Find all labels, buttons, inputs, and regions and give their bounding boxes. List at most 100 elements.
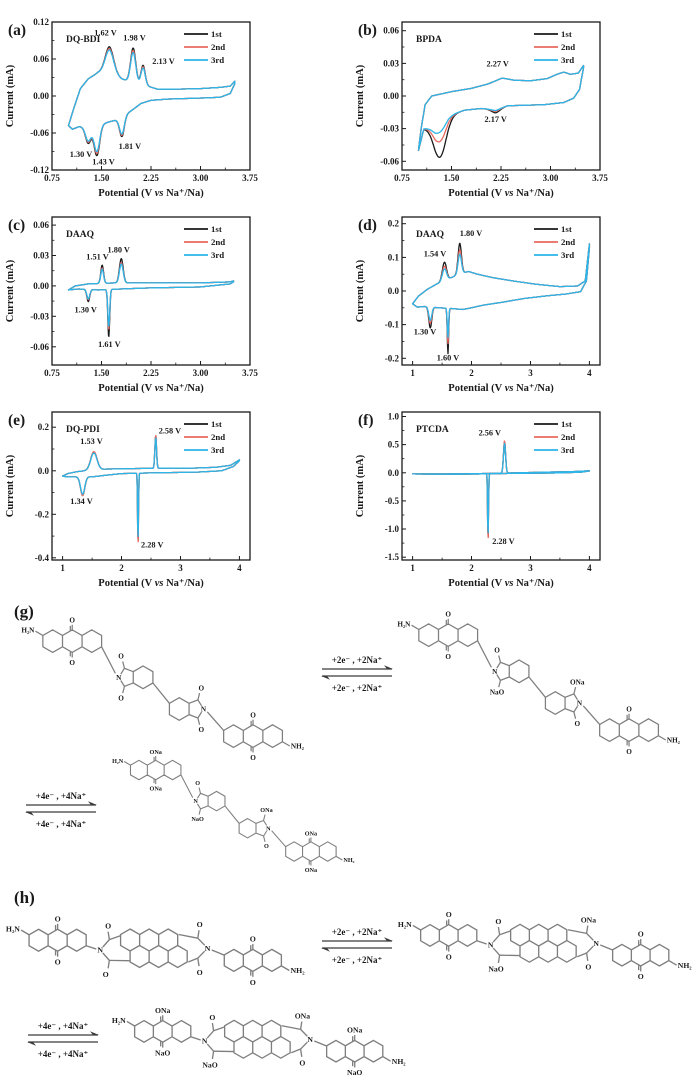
y-tick-label: -0.03 [30, 311, 49, 321]
panel-letter: (e) [8, 412, 25, 429]
ring-bonds [133, 666, 153, 689]
y-tick-label: 0.06 [33, 54, 49, 64]
atom-label: H₂N [397, 621, 411, 629]
peak-annotation: 1.34 V [70, 497, 92, 506]
peak-annotation: 2.27 V [486, 60, 508, 69]
ring-bonds [327, 1040, 383, 1062]
atom-label: O [250, 978, 256, 987]
x-tick-label: 4 [587, 368, 592, 378]
legend-label: 3rd [211, 250, 224, 260]
atom-label: N [97, 946, 103, 955]
legend-label: 1st [561, 419, 572, 429]
x-tick-label: 1.50 [94, 368, 110, 378]
cv-curve-1st [413, 442, 590, 537]
atom-label: NH₂ [667, 737, 680, 745]
y-tick-label: -0.1 [385, 320, 400, 330]
x-axis-title: Potential (V vs Na⁺/Na) [448, 578, 554, 589]
x-tick-label: 2 [469, 368, 474, 378]
atom-label: N [593, 939, 599, 948]
x-tick-label: 1.50 [94, 173, 110, 183]
atom-label: O [250, 934, 256, 943]
atom-label: O [250, 754, 256, 762]
x-tick-label: 3 [528, 563, 533, 573]
atom-label: H₂N [6, 925, 20, 934]
peak-annotation: 1.54 V [424, 250, 446, 259]
legend-label: 1st [211, 29, 222, 39]
ring-bonds [509, 660, 529, 683]
atom-label: O [118, 653, 124, 661]
y-tick-label: -0.4 [35, 553, 50, 563]
atom-label: NaO [191, 816, 204, 823]
ring-bonds [239, 819, 256, 838]
peak-annotation: 1.61 V [98, 340, 120, 349]
legend-label: 1st [211, 419, 222, 429]
peak-annotation: 1.53 V [80, 437, 102, 446]
x-tick-label: 1 [60, 563, 65, 573]
y-axis-title: Current (mA) [5, 259, 16, 322]
atom-label: NH₂ [392, 1057, 407, 1066]
peak-annotation: 1.80 V [460, 229, 482, 238]
ring-bonds [225, 1020, 291, 1058]
x-tick-label: 3.75 [242, 173, 258, 183]
atom-label: NaO [155, 1048, 170, 1057]
atom-label: ONa [581, 916, 597, 925]
atom-label: O [445, 611, 451, 619]
ring-bonds [43, 630, 102, 653]
equilibrium-arrow: +4e⁻ , +4Na⁺+4e⁻ , +4Na⁺ [27, 1021, 99, 1059]
x-tick-label: 0.75 [394, 173, 410, 183]
legend-label: 3rd [561, 250, 574, 260]
y-axis-title: Current (mA) [355, 454, 366, 517]
atom-label: O [446, 952, 452, 961]
ring-bonds [600, 719, 659, 742]
atom-label: O [495, 917, 501, 926]
arrow-label-top: +4e⁻ , +4Na⁺ [38, 1021, 89, 1031]
atom-label: NaO [347, 1068, 362, 1077]
panel-letter: (a) [8, 22, 26, 39]
ring-bonds [130, 760, 180, 779]
legend-label: 2nd [561, 42, 575, 52]
ring-bonds [208, 791, 225, 810]
atom-label: O [69, 659, 75, 667]
legend-label: 2nd [211, 237, 225, 247]
ring-bonds [419, 624, 478, 647]
ring-bonds [224, 725, 283, 748]
legend-label: 2nd [211, 42, 225, 52]
atom-label: NH₂ [291, 966, 306, 975]
atom-label: O [197, 920, 203, 929]
peak-annotation: 1.30 V [70, 150, 92, 159]
y-tick-label: -0.5 [385, 496, 400, 506]
atom-label: O [55, 958, 61, 967]
atom-label: H₂N [112, 1016, 126, 1025]
atom-label: NH₂ [343, 857, 354, 864]
legend-label: 3rd [211, 445, 224, 455]
y-axis-title: Current (mA) [5, 64, 16, 127]
y-tick-label: 0.2 [388, 219, 400, 229]
ring-bonds [511, 924, 577, 962]
legend-label: 3rd [211, 55, 224, 65]
peak-annotation: 1.30 V [74, 305, 96, 314]
panel-letter: (f) [358, 412, 374, 429]
y-tick-label: 0.5 [388, 440, 400, 450]
peak-annotation: 1.81 V [119, 142, 141, 151]
atom-label: O [638, 972, 644, 981]
peak-annotation: 1.60 V [437, 353, 459, 362]
compound-label: DAAQ [416, 230, 444, 240]
legend-label: 2nd [561, 237, 575, 247]
y-axis-title: Current (mA) [355, 64, 366, 127]
peak-annotation: 1.98 V [123, 34, 145, 43]
atom-label: O [574, 720, 580, 728]
atom-label: N [577, 699, 583, 707]
x-tick-label: 1.50 [444, 173, 460, 183]
y-tick-label: 0.06 [33, 220, 49, 230]
atom-label: O [494, 647, 500, 655]
atom-label: N [307, 1035, 313, 1044]
